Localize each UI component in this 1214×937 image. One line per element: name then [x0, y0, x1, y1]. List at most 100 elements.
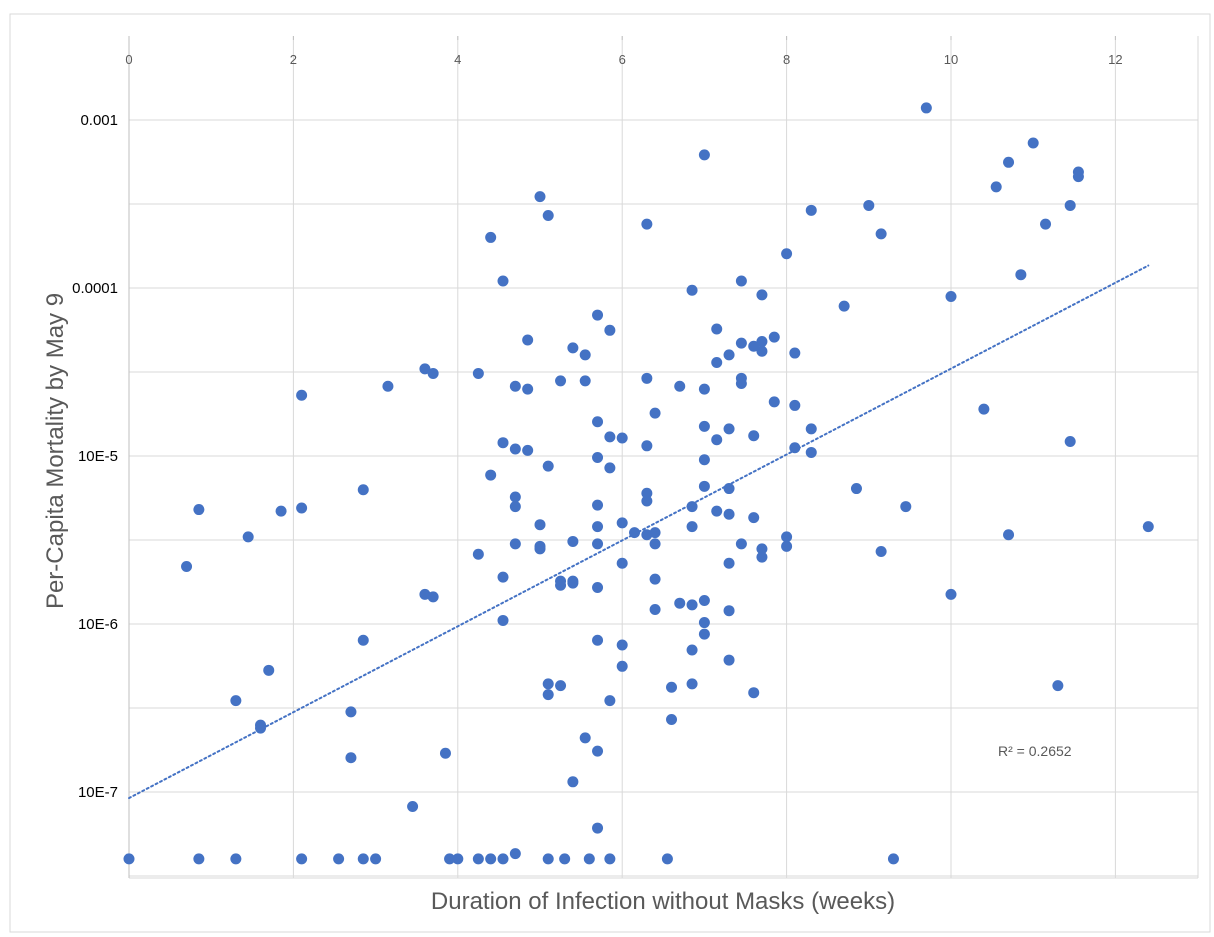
data-point	[686, 644, 698, 656]
data-point	[542, 678, 554, 690]
data-point	[649, 573, 661, 585]
data-point	[497, 571, 509, 583]
data-point	[768, 396, 780, 408]
data-point	[472, 367, 484, 379]
data-point	[698, 149, 710, 161]
data-point	[686, 521, 698, 533]
data-point	[567, 776, 579, 788]
data-point	[567, 342, 579, 354]
data-point	[711, 357, 723, 369]
data-point	[604, 695, 616, 707]
data-point	[748, 512, 760, 524]
data-point	[629, 527, 641, 539]
data-point	[723, 654, 735, 666]
data-point	[698, 383, 710, 395]
data-point	[444, 853, 456, 865]
data-point	[686, 284, 698, 296]
data-point	[382, 380, 394, 392]
data-point	[497, 614, 509, 626]
data-point	[485, 853, 497, 865]
data-point	[641, 440, 653, 452]
data-point	[649, 527, 661, 539]
data-point	[735, 337, 747, 349]
data-point	[193, 504, 205, 516]
data-point	[616, 639, 628, 651]
data-point	[723, 349, 735, 361]
data-point	[723, 605, 735, 617]
data-point	[686, 599, 698, 611]
data-point	[723, 557, 735, 569]
data-point	[1003, 156, 1015, 168]
data-point	[756, 551, 768, 563]
data-point	[1072, 171, 1084, 183]
data-point	[781, 531, 793, 543]
x-axis-title: Duration of Infection without Masks (wee…	[431, 888, 895, 915]
data-point	[275, 505, 287, 517]
data-point	[756, 336, 768, 348]
x-tick-label: 12	[1108, 52, 1122, 67]
data-point	[485, 231, 497, 243]
data-point	[756, 345, 768, 357]
data-point	[698, 628, 710, 640]
data-point	[1142, 521, 1154, 533]
data-point	[255, 722, 267, 734]
data-point	[472, 548, 484, 560]
x-tick-label: 6	[619, 52, 626, 67]
data-point	[698, 420, 710, 432]
data-point	[555, 579, 567, 591]
data-point	[616, 517, 628, 529]
data-point	[592, 822, 604, 834]
data-point	[345, 752, 357, 764]
data-point	[838, 300, 850, 312]
data-point	[604, 853, 616, 865]
data-point	[1015, 269, 1027, 281]
data-point	[472, 853, 484, 865]
data-point	[686, 501, 698, 513]
x-tick-label: 10	[944, 52, 958, 67]
data-point	[357, 484, 369, 496]
data-point	[789, 442, 801, 454]
data-point	[686, 678, 698, 690]
data-point	[509, 501, 521, 513]
data-point	[592, 581, 604, 593]
data-point	[604, 431, 616, 443]
y-tick-label: 10E-6	[78, 616, 118, 633]
data-point	[555, 680, 567, 692]
data-point	[920, 102, 932, 114]
data-point	[296, 853, 308, 865]
data-point	[230, 695, 242, 707]
data-point	[723, 423, 735, 435]
data-point	[522, 383, 534, 395]
data-point	[123, 853, 135, 865]
data-point	[616, 660, 628, 672]
data-point	[592, 416, 604, 428]
data-point	[711, 434, 723, 446]
data-point	[641, 372, 653, 384]
data-point	[666, 681, 678, 693]
data-point	[181, 560, 193, 572]
data-point	[427, 591, 439, 603]
data-point	[698, 480, 710, 492]
data-point	[592, 634, 604, 646]
data-point	[592, 499, 604, 511]
data-point	[542, 853, 554, 865]
data-point	[485, 469, 497, 481]
data-point	[1003, 529, 1015, 541]
data-point	[567, 535, 579, 547]
data-point	[567, 577, 579, 589]
data-point	[789, 399, 801, 411]
data-point	[781, 540, 793, 552]
data-point	[242, 531, 254, 543]
data-point	[419, 363, 431, 375]
data-point	[748, 687, 760, 699]
data-point	[990, 181, 1002, 193]
data-point	[850, 483, 862, 495]
data-point	[509, 538, 521, 550]
data-point	[542, 210, 554, 222]
data-point	[522, 334, 534, 346]
data-point	[711, 505, 723, 517]
data-point	[698, 454, 710, 466]
data-point	[1040, 218, 1052, 230]
